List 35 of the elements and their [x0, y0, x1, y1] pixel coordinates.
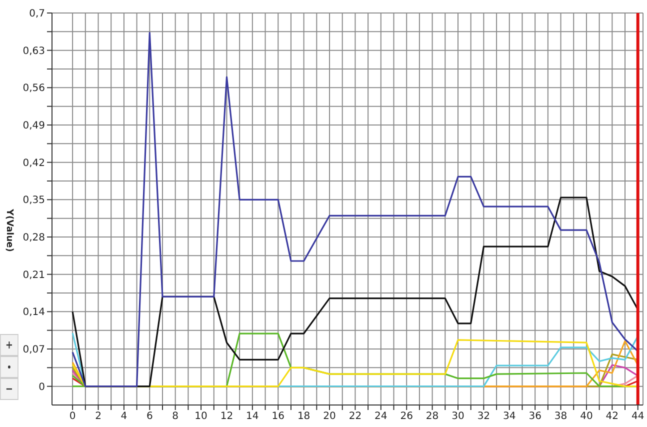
y-tick-label: 0: [38, 382, 45, 393]
x-tick-label: 18: [297, 411, 310, 422]
y-tick-label: 0,14: [22, 307, 45, 318]
x-tick-label: 30: [452, 411, 464, 422]
x-tick-label: 14: [246, 411, 259, 422]
x-tick-label: 28: [426, 411, 439, 422]
x-tick-label: 8: [172, 411, 179, 422]
x-tick-label: 44: [631, 411, 644, 422]
y-tick-label: 0,35: [22, 195, 45, 206]
x-tick-label: 42: [606, 411, 619, 422]
y-tick-label: 0,42: [22, 158, 45, 169]
x-tick-label: 22: [348, 411, 362, 422]
x-tick-label: 40: [580, 411, 593, 422]
y-tick-label: 0,56: [22, 83, 45, 94]
x-tick-label: 16: [272, 411, 284, 422]
x-tick-label: 24: [374, 411, 388, 422]
x-tick-label: 36: [528, 411, 542, 422]
x-tick-label: 6: [146, 411, 153, 422]
y-tick-label: 0,7: [29, 8, 45, 20]
x-tick-label: 0: [69, 411, 76, 422]
y-tick-label: 0,63: [22, 46, 45, 57]
x-tick-label: 26: [400, 411, 413, 422]
x-tick-label: 20: [323, 411, 336, 422]
x-tick-label: 10: [194, 411, 208, 422]
y-axis-title: Y(Value): [4, 208, 14, 252]
x-tick-label: 12: [220, 411, 234, 422]
y-tick-label: 0,28: [22, 232, 45, 244]
y-tick-label: 0,07: [22, 344, 45, 356]
x-tick-label: 38: [554, 411, 568, 422]
x-tick-label: 32: [477, 411, 490, 422]
y-tick-label: 0,49: [22, 120, 45, 132]
x-tick-label: 2: [95, 411, 102, 422]
x-tick-label: 34: [503, 411, 516, 422]
y-tick-label: 0,21: [22, 270, 45, 281]
x-tick-label: 4: [120, 411, 128, 422]
